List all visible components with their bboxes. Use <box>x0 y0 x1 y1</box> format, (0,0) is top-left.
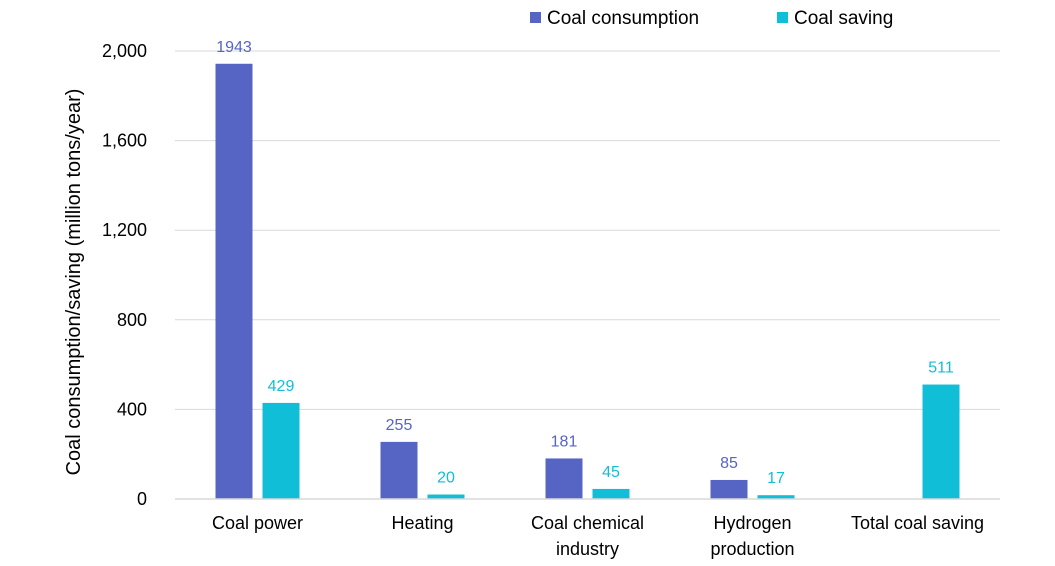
x-category-label: production <box>710 539 794 559</box>
y-tick-label: 400 <box>117 399 147 419</box>
legend: Coal consumption Coal saving <box>530 8 893 29</box>
data-label: 20 <box>437 470 455 487</box>
data-label: 45 <box>602 464 620 481</box>
legend-label: Coal consumption <box>547 8 699 29</box>
data-label: 181 <box>551 433 578 450</box>
gridlines <box>175 50 1000 410</box>
data-label: 255 <box>386 417 413 434</box>
bar <box>922 384 960 499</box>
bars <box>215 63 960 499</box>
legend-swatch <box>777 12 788 23</box>
x-category-label: industry <box>556 539 619 559</box>
bar <box>757 495 795 499</box>
bar <box>710 479 748 499</box>
legend-label: Coal saving <box>794 8 893 29</box>
data-label: 429 <box>268 378 295 395</box>
data-label: 17 <box>767 470 785 487</box>
data-label: 85 <box>720 455 738 472</box>
bar <box>380 441 418 499</box>
data-label: 511 <box>928 360 954 377</box>
bar <box>262 402 300 499</box>
y-tick-label: 2,000 <box>102 41 147 61</box>
bar <box>215 63 253 499</box>
y-axis-title: Coal consumption/saving (million tons/ye… <box>63 89 85 476</box>
x-category-label: Total coal saving <box>851 513 984 533</box>
bar <box>592 488 630 499</box>
data-labels: 1943 429 255 20 181 45 85 17 511 <box>216 39 954 487</box>
x-category-label: Coal chemical <box>531 513 644 533</box>
bar <box>427 494 465 499</box>
y-tick-label: 1,600 <box>102 131 147 151</box>
data-label: 1943 <box>216 39 252 56</box>
axes: 0 400 800 1,200 1,600 2,000 Coal power Heating C… <box>102 41 1000 559</box>
x-category-label: Hydrogen <box>713 513 791 533</box>
bar <box>545 458 583 499</box>
legend-swatch <box>530 12 541 23</box>
y-tick-label: 1,200 <box>102 220 147 240</box>
y-tick-label: 0 <box>137 489 147 509</box>
x-category-label: Heating <box>391 513 453 533</box>
y-tick-label: 800 <box>117 310 147 330</box>
x-category-label: Coal power <box>212 513 303 533</box>
